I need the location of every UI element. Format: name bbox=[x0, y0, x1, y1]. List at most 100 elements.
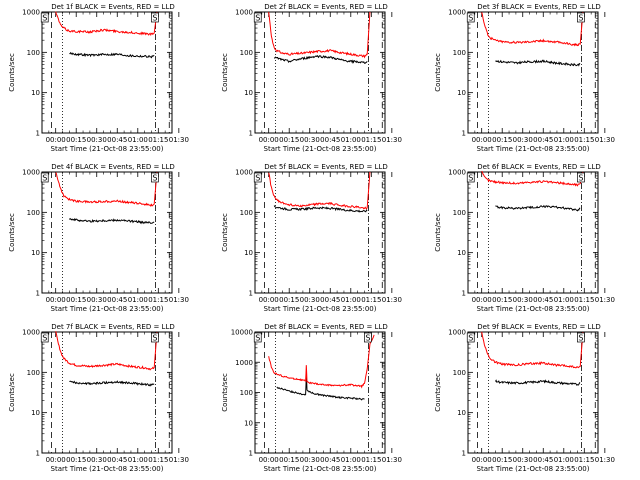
chart-panel: Det 6f BLACK = Events, RED = LLD 1 10 100 10… bbox=[426, 160, 639, 320]
x-tick-label: 00:00 bbox=[46, 456, 66, 464]
plot-frame bbox=[254, 331, 386, 454]
x-tick-label: 00:45 bbox=[533, 456, 553, 464]
chart-svg: Det 2f BLACK = Events, RED = LLD 1 10 100 10… bbox=[221, 3, 402, 153]
y-tick-label: 1 bbox=[249, 290, 253, 298]
y-tick-label: 100 bbox=[27, 369, 40, 377]
y-tick-label: 1 bbox=[36, 450, 40, 458]
chart-panel: Det 1f BLACK = Events, RED = LLD 1 10 100 10… bbox=[0, 0, 213, 160]
marker-label: S bbox=[468, 14, 473, 23]
x-tick-label: 00:30 bbox=[87, 296, 107, 304]
y-axis-label: Counts/sec bbox=[8, 53, 16, 92]
y-tick-label: 1 bbox=[249, 130, 253, 138]
x-tick-label: 00:00 bbox=[46, 136, 66, 144]
marker-box bbox=[253, 172, 262, 183]
marker-label: S bbox=[152, 174, 157, 183]
x-tick-label: 01:00 bbox=[554, 136, 574, 144]
y-tick-label: 1 bbox=[462, 130, 466, 138]
series-line bbox=[276, 374, 365, 401]
y-tick-label: 1000 bbox=[448, 9, 466, 17]
y-axis-label: Counts/sec bbox=[8, 373, 16, 412]
chart-title: Det 8f BLACK = Events, RED = LLD bbox=[264, 323, 387, 331]
marker-box bbox=[577, 172, 585, 183]
plot-frame bbox=[254, 11, 386, 134]
x-tick-label: 01:15 bbox=[148, 296, 168, 304]
marker-label: S bbox=[578, 174, 583, 183]
plot-frame bbox=[254, 171, 386, 294]
series-line bbox=[268, 11, 371, 59]
marker-label: S bbox=[42, 334, 47, 343]
marker-box bbox=[40, 172, 49, 183]
x-tick-label: 00:00 bbox=[259, 136, 279, 144]
y-tick-label: 1 bbox=[462, 450, 466, 458]
marker-label: S bbox=[42, 174, 47, 183]
y-tick-label: 10 bbox=[31, 89, 40, 97]
y-axis-label: Counts/sec bbox=[221, 373, 229, 412]
y-axis-label: Counts/sec bbox=[8, 213, 16, 252]
plot-frame bbox=[41, 11, 173, 134]
x-axis-label: Start Time (21-Oct-08 23:55:00) bbox=[51, 305, 164, 313]
marker-label: S bbox=[42, 14, 47, 23]
y-tick-label: 1000 bbox=[22, 169, 40, 177]
marker-box bbox=[40, 12, 49, 23]
chart-title: Det 3f BLACK = Events, RED = LLD bbox=[477, 3, 600, 11]
y-tick-label: 100 bbox=[240, 49, 253, 57]
x-axis-label: Start Time (21-Oct-08 23:55:00) bbox=[264, 305, 377, 313]
x-tick-label: 00:30 bbox=[300, 136, 320, 144]
y-tick-label: 100 bbox=[27, 209, 40, 217]
series-line bbox=[268, 171, 371, 210]
x-tick-label: 01:00 bbox=[128, 136, 148, 144]
x-tick-label: 01:00 bbox=[128, 456, 148, 464]
y-tick-label: 1 bbox=[36, 130, 40, 138]
y-axis-label: Counts/sec bbox=[434, 53, 442, 92]
chart-panel: Det 4f BLACK = Events, RED = LLD 1 10 100 10… bbox=[0, 160, 213, 320]
x-tick-label: 01:15 bbox=[148, 136, 168, 144]
series-line bbox=[495, 204, 581, 212]
y-tick-label: 1000 bbox=[448, 169, 466, 177]
marker-label: S bbox=[578, 334, 583, 343]
chart-title: Det 9f BLACK = Events, RED = LLD bbox=[477, 323, 600, 331]
x-tick-label: 01:00 bbox=[554, 456, 574, 464]
y-tick-label: 10 bbox=[457, 409, 466, 417]
series-line bbox=[69, 380, 155, 387]
marker-label: S bbox=[152, 334, 157, 343]
plot-frame bbox=[467, 171, 599, 294]
series-line bbox=[481, 170, 584, 187]
marker-box bbox=[151, 172, 159, 183]
y-tick-label: 10 bbox=[244, 249, 253, 257]
x-axis-label: Start Time (21-Oct-08 23:55:00) bbox=[51, 145, 164, 153]
y-tick-label: 1 bbox=[36, 290, 40, 298]
x-tick-label: 00:30 bbox=[513, 136, 533, 144]
x-tick-label: 00:15 bbox=[492, 296, 512, 304]
x-axis-label: Start Time (21-Oct-08 23:55:00) bbox=[51, 465, 164, 473]
chart-panel: Det 3f BLACK = Events, RED = LLD 1 10 100 10… bbox=[426, 0, 639, 160]
x-tick-label: 00:00 bbox=[472, 296, 492, 304]
x-tick-label: 00:45 bbox=[533, 136, 553, 144]
chart-svg: Det 9f BLACK = Events, RED = LLD 1 10 100 10… bbox=[434, 323, 615, 473]
series-line bbox=[268, 334, 375, 389]
chart-title: Det 4f BLACK = Events, RED = LLD bbox=[51, 163, 174, 171]
marker-label: S bbox=[255, 174, 260, 183]
marker-label: S bbox=[152, 14, 157, 23]
x-tick-label: 01:30 bbox=[169, 456, 189, 464]
x-tick-label: 00:00 bbox=[259, 296, 279, 304]
x-tick-label: 00:15 bbox=[279, 456, 299, 464]
x-tick-label: 00:00 bbox=[259, 456, 279, 464]
x-tick-label: 00:45 bbox=[320, 296, 340, 304]
series-line bbox=[69, 217, 155, 225]
x-tick-label: 00:15 bbox=[492, 456, 512, 464]
x-tick-label: 01:30 bbox=[595, 456, 615, 464]
x-tick-label: 00:15 bbox=[66, 136, 86, 144]
chart-title: Det 7f BLACK = Events, RED = LLD bbox=[51, 323, 174, 331]
y-tick-label: 10 bbox=[457, 89, 466, 97]
x-tick-label: 01:00 bbox=[341, 456, 361, 464]
marker-box bbox=[577, 12, 585, 23]
y-tick-label: 1000 bbox=[235, 359, 253, 367]
marker-box bbox=[466, 332, 475, 343]
series-line bbox=[495, 59, 581, 67]
y-tick-label: 1000 bbox=[448, 329, 466, 337]
y-tick-label: 10 bbox=[457, 249, 466, 257]
x-tick-label: 00:30 bbox=[87, 456, 107, 464]
series-line bbox=[494, 379, 581, 386]
x-tick-label: 00:15 bbox=[66, 456, 86, 464]
x-tick-label: 00:45 bbox=[320, 136, 340, 144]
